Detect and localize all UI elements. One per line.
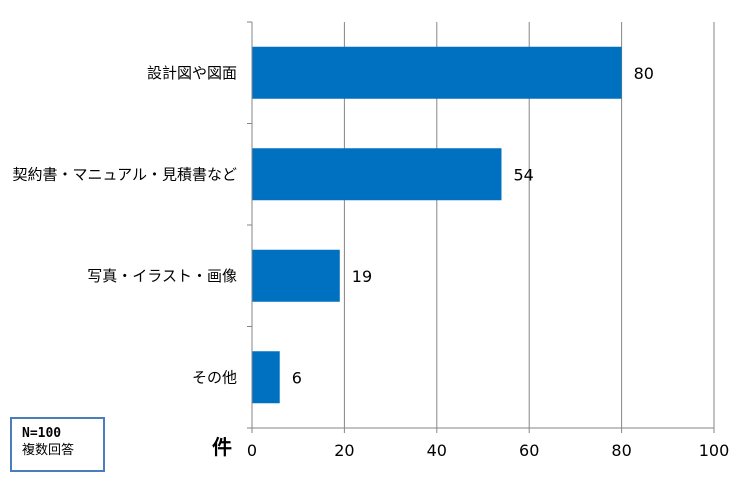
category-label-1: 契約書・マニュアル・見積書など [12,165,237,183]
sample-size-text: N=100 [22,426,62,441]
bar-1 [252,148,502,201]
data-label-0: 80 [634,64,654,83]
sample-note-box: N=100 複数回答 [10,417,105,472]
multiple-answer-text: 複数回答 [22,443,75,458]
x-tick-label-20: 20 [334,441,354,460]
x-axis-unit-label: 件 [212,435,232,459]
category-label-0: 設計図や図面 [147,64,237,82]
x-tick-label-80: 80 [611,441,631,460]
x-tick-label-40: 40 [427,441,447,460]
data-label-3: 6 [292,368,302,387]
bar-3 [252,351,280,404]
labels: 80 設計図や図面 54 契約書・マニュアル・見積書など 19 写真・イラスト・画像 6 その… [12,64,729,460]
bar-2 [252,249,340,302]
x-tick-label-100: 100 [699,441,730,460]
data-label-1: 54 [513,165,533,184]
data-label-2: 19 [352,267,372,286]
axes [247,21,715,433]
category-label-3: その他 [192,368,237,386]
bars [252,46,622,404]
bar-0 [252,46,622,99]
x-tick-label-60: 60 [519,441,539,460]
category-label-2: 写真・イラスト・画像 [87,267,237,285]
x-tick-label-0: 0 [247,441,257,460]
